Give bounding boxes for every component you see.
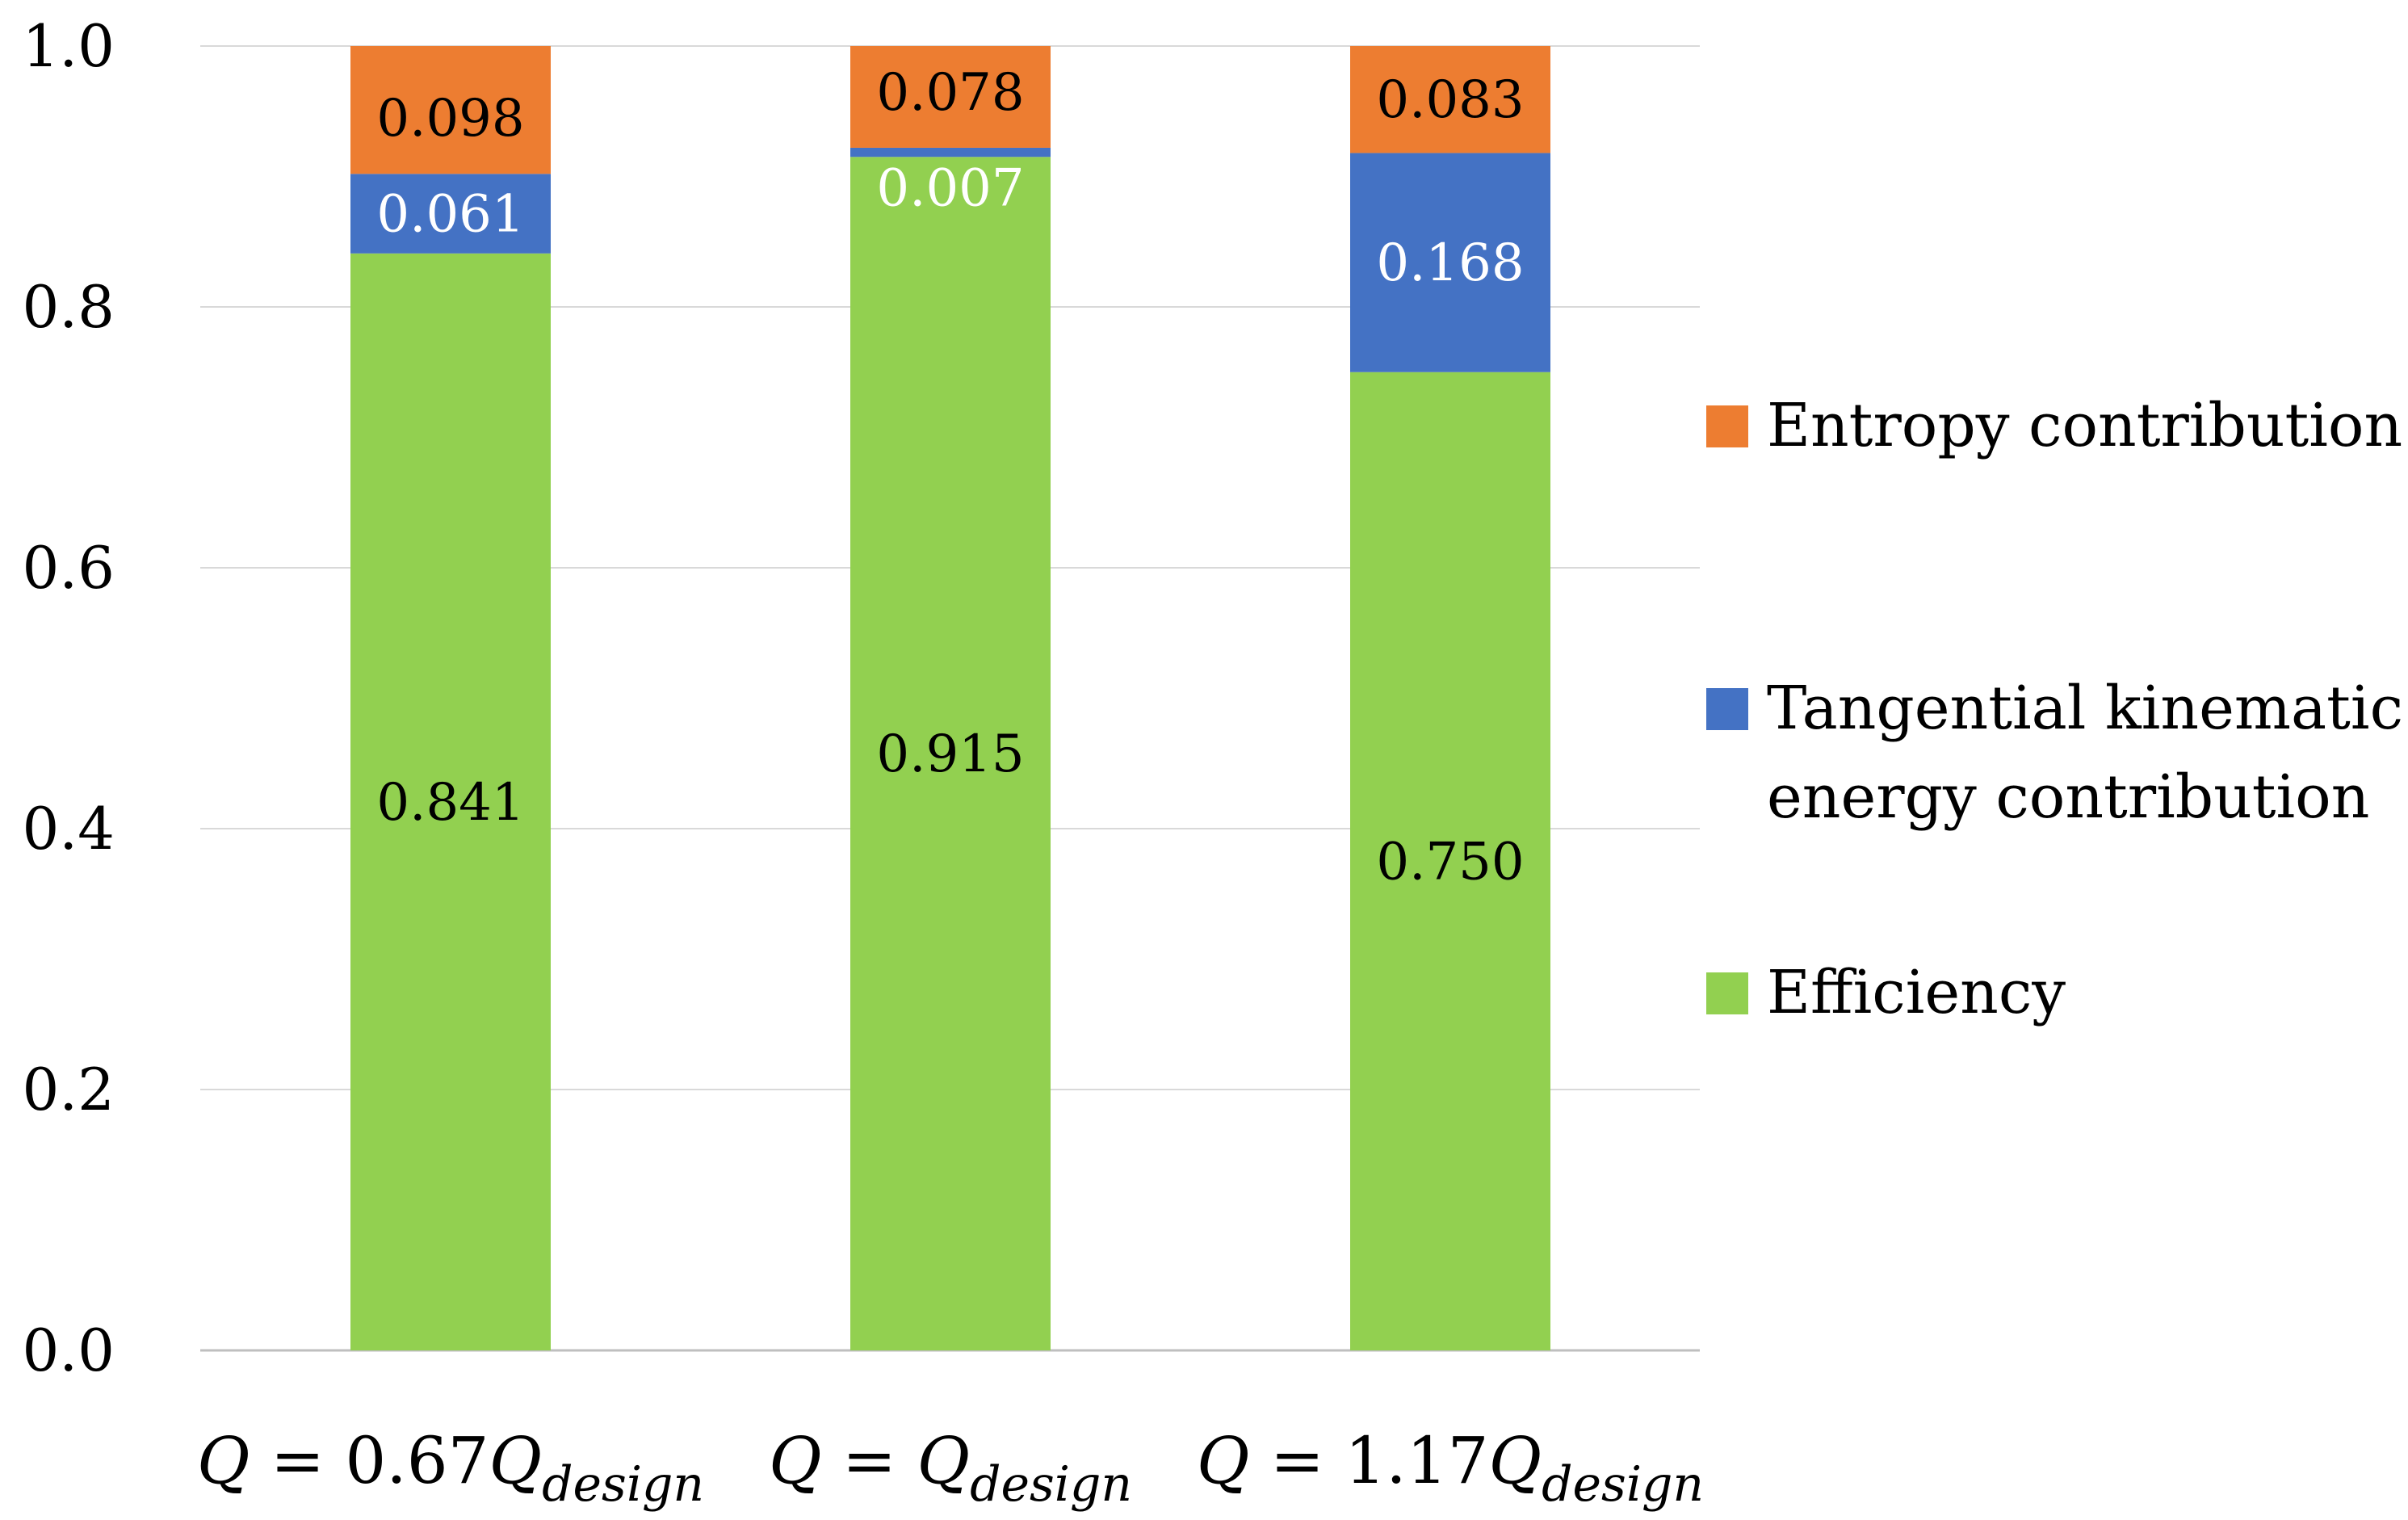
y-tick-label-0.0: 0.0 — [22, 1316, 115, 1384]
data-label-tangential-kinematic-energy-contribution-0.67: 0.061 — [376, 185, 524, 245]
legend-swatch-tangential-kinematic-energy-contribution — [1706, 688, 1748, 730]
data-labels: 0.841 0.061 0.098 0.915 0.007 0.078 0.750 0.168… — [376, 63, 1524, 892]
legend-label-efficiency: Efficiency — [1767, 958, 2066, 1027]
y-tick-label-0.8: 0.8 — [22, 273, 115, 341]
bar-tangential-kinematic-energy-contribution-1.00 — [850, 147, 1051, 157]
y-tick-label-0.2: 0.2 — [22, 1056, 115, 1123]
data-label-efficiency-1.00: 0.915 — [876, 724, 1024, 784]
y-tick-label-0.6: 0.6 — [22, 534, 115, 602]
bar-entropy-contribution-1.17 — [1350, 46, 1550, 153]
bar-tangential-kinematic-energy-contribution-0.67 — [350, 174, 551, 254]
legend: Entropy contribution Tangential kinematic… — [1706, 391, 2403, 1027]
data-label-tangential-kinematic-energy-contribution-1.00: 0.007 — [876, 158, 1024, 218]
bar-efficiency-0.67 — [350, 253, 551, 1350]
legend-swatch-efficiency — [1706, 972, 1748, 1014]
legend-label-entropy-contribution: Entropy contribution — [1767, 391, 2402, 460]
legend-swatch-entropy-contribution — [1706, 405, 1748, 447]
data-label-entropy-contribution-0.67: 0.098 — [376, 89, 524, 149]
data-label-efficiency-1.17: 0.750 — [1376, 832, 1524, 892]
bar-tangential-kinematic-energy-contribution-1.17 — [1350, 153, 1550, 372]
bar-efficiency-1.00 — [850, 157, 1051, 1350]
x-category-label-0.67: Q = 0.67Qdesign — [197, 1423, 704, 1513]
data-label-tangential-kinematic-energy-contribution-1.17: 0.168 — [1376, 233, 1524, 293]
x-category-label-1.17: Q = 1.17Qdesign — [1197, 1423, 1704, 1513]
bar-efficiency-1.17 — [1350, 372, 1550, 1350]
x-category-label-1.00: Q = Qdesign — [769, 1423, 1132, 1513]
y-axis-ticks: 0.0 0.2 0.4 0.6 0.8 1.0 — [22, 12, 115, 1384]
bars — [350, 46, 1550, 1350]
y-tick-label-1.0: 1.0 — [22, 12, 115, 80]
data-label-efficiency-0.67: 0.841 — [376, 773, 524, 833]
y-tick-label-0.4: 0.4 — [22, 795, 115, 863]
data-label-entropy-contribution-1.17: 0.083 — [1376, 70, 1524, 130]
x-axis: Q = 0.67Qdesign Q = Qdesign Q = 1.17Qdesig… — [197, 1423, 1704, 1513]
legend-label-tangential-kinematic-energy-contribution: Tangential kinematic energy contribution — [1767, 674, 2403, 832]
bar-entropy-contribution-1.00 — [850, 46, 1051, 148]
bar-entropy-contribution-0.67 — [350, 46, 551, 174]
data-label-entropy-contribution-1.00: 0.078 — [876, 63, 1024, 123]
